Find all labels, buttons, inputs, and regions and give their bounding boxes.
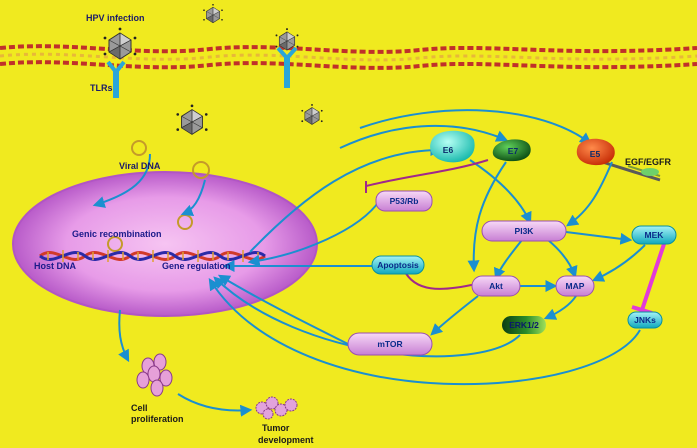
- node-jnks: JNKs: [627, 311, 663, 329]
- label-tumor: Tumor: [262, 423, 290, 433]
- node-map: MAP: [555, 275, 595, 297]
- egfr-receptor: [595, 158, 661, 182]
- mek-inhibits-jnks: [631, 243, 666, 315]
- label-viral-dna: Viral DNA: [119, 161, 161, 171]
- label-egf-egfr: EGF/EGFR: [625, 157, 672, 167]
- node-e6: E6: [430, 130, 475, 163]
- label-development: development: [258, 435, 314, 445]
- tlr-receptor-right: [276, 46, 298, 88]
- hpv-virus-icon: [175, 104, 209, 135]
- label-hpv-infection: HPV infection: [86, 13, 145, 23]
- hpv-virus-icon: [202, 3, 224, 24]
- nucleus: [12, 171, 318, 317]
- node-erk: ERK1/2: [502, 316, 546, 334]
- node-jnks-label: JNKs: [634, 315, 656, 325]
- label-tlrs: TLRs: [90, 83, 113, 93]
- node-e5-label: E5: [590, 149, 601, 159]
- node-mek-label: MEK: [645, 230, 665, 240]
- node-map-label: MAP: [566, 281, 585, 291]
- label-host-dna: Host DNA: [34, 261, 76, 271]
- viral-dna-circle: [107, 236, 123, 252]
- node-e5: E5: [576, 138, 615, 166]
- node-pi3k: PI3K: [481, 220, 567, 242]
- node-e6-label: E6: [443, 145, 454, 155]
- label-proliferation: proliferation: [131, 414, 184, 424]
- node-akt-label: Akt: [489, 281, 503, 291]
- node-apoptosis-label: Apoptosis: [377, 260, 419, 270]
- node-p53-rb: P53/Rb: [375, 190, 433, 212]
- viral-dna-circle: [192, 161, 210, 179]
- cell-membrane: [0, 44, 697, 70]
- label-cell: Cell: [131, 403, 148, 413]
- node-e7: E7: [492, 139, 531, 162]
- hpv-virus-icon: [301, 103, 323, 125]
- node-mtor: mTOR: [347, 332, 433, 356]
- node-mek: MEK: [631, 225, 677, 245]
- node-mtor-label: mTOR: [377, 339, 402, 349]
- node-apoptosis: Apoptosis: [371, 255, 425, 275]
- host-dna-helix: [39, 250, 266, 262]
- node-akt: Akt: [471, 275, 521, 297]
- proliferating-cells-icon: [136, 353, 173, 397]
- viral-dna-circle: [131, 140, 147, 156]
- tumor-icon: [255, 396, 298, 420]
- tlr-receptor-left: [106, 60, 126, 98]
- label-genic-recombination: Genic recombination: [72, 229, 162, 239]
- node-p53-rb-label: P53/Rb: [390, 196, 419, 206]
- node-e7-label: E7: [508, 146, 519, 156]
- node-erk-label: ERK1/2: [509, 320, 539, 330]
- hpv-virus-icon: [103, 27, 137, 60]
- node-pi3k-label: PI3K: [515, 226, 535, 236]
- label-gene-regulation: Gene regulation: [162, 261, 231, 271]
